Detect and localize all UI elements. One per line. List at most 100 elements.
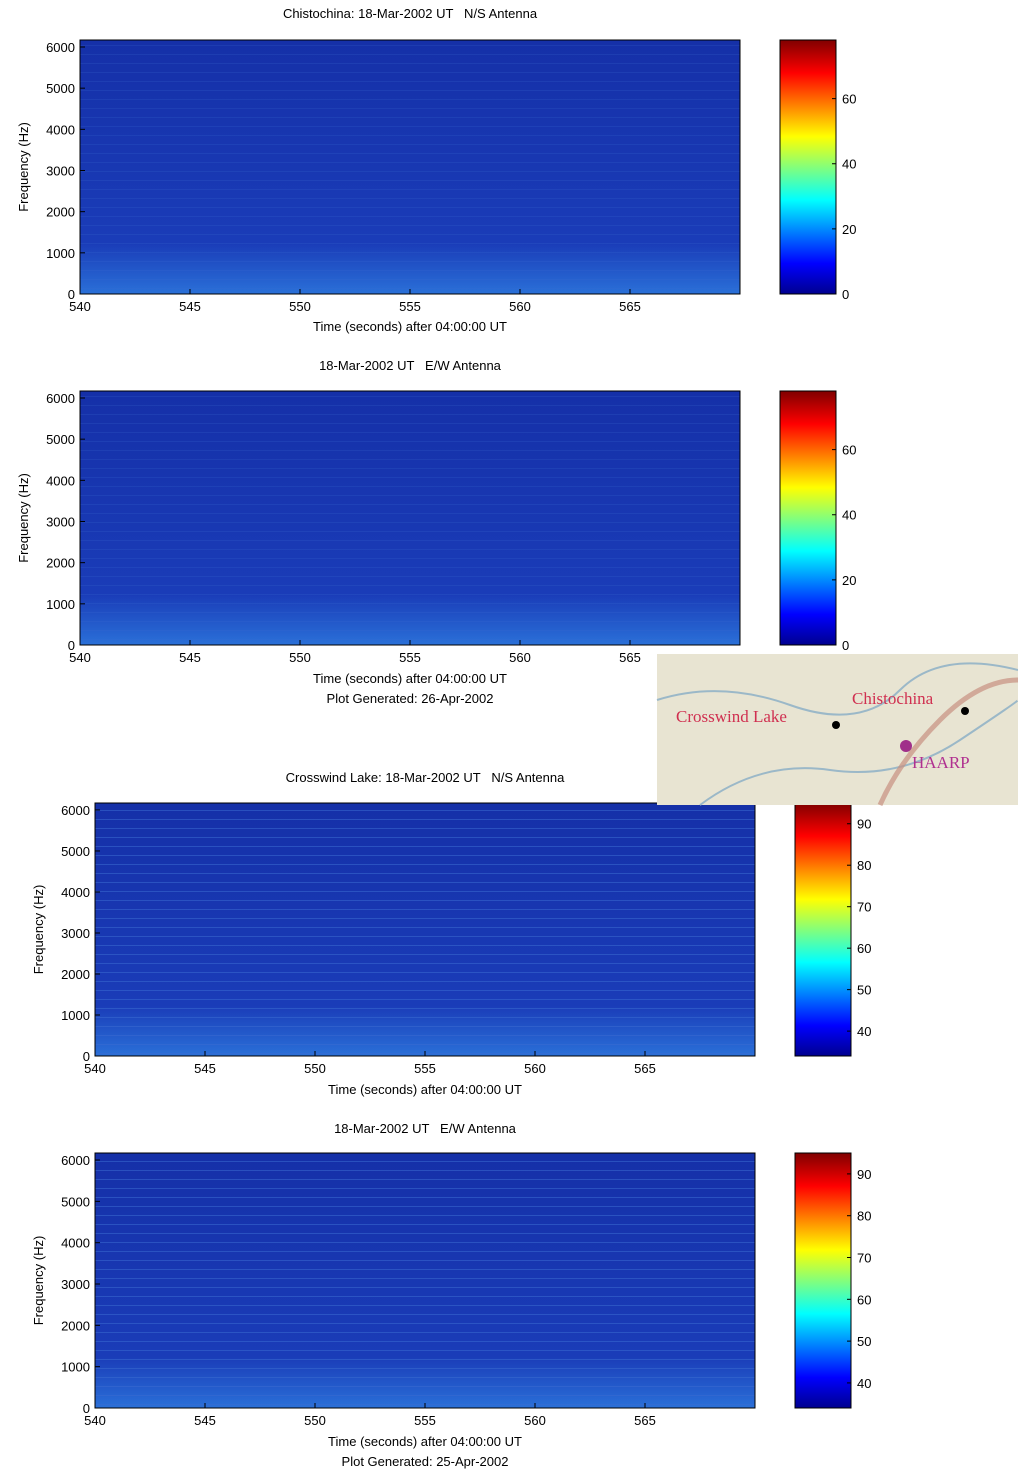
x-tick-label: 560 (509, 650, 531, 665)
x-tick-label: 540 (69, 299, 91, 314)
x-tick-label: 550 (289, 299, 311, 314)
y-axis-label: Frequency (Hz) (16, 473, 31, 563)
y-tick-label: 0 (68, 638, 75, 653)
site-marker (832, 721, 840, 729)
y-tick-label: 6000 (61, 803, 90, 818)
x-tick-label: 540 (69, 650, 91, 665)
x-tick-label: 555 (414, 1413, 436, 1428)
x-tick-label: 565 (634, 1413, 656, 1428)
y-tick-label: 1000 (61, 1008, 90, 1023)
colorbar-tick-label: 70 (857, 1251, 871, 1266)
y-tick-label: 5000 (46, 432, 75, 447)
x-axis-label: Time (seconds) after 04:00:00 UT (313, 319, 507, 334)
y-tick-label: 4000 (46, 473, 75, 488)
river (699, 699, 1018, 806)
x-tick-label: 560 (509, 299, 531, 314)
x-axis-label: Time (seconds) after 04:00:00 UT (313, 671, 507, 686)
y-tick-label: 2000 (61, 1318, 90, 1333)
y-tick-label: 2000 (61, 967, 90, 982)
y-tick-label: 0 (83, 1049, 90, 1064)
x-tick-label: 545 (194, 1413, 216, 1428)
colorbar-tick-label: 40 (842, 508, 856, 523)
colorbar-tick-label: 50 (857, 983, 871, 998)
colorbar-tick-label: 80 (857, 1209, 871, 1224)
place-label: Crosswind Lake (676, 707, 787, 726)
site-marker (961, 707, 969, 715)
colorbar-tick-label: 40 (857, 1024, 871, 1039)
y-tick-label: 3000 (61, 926, 90, 941)
y-tick-label: 6000 (46, 391, 75, 406)
colorbar (794, 1152, 852, 1409)
y-tick-label: 5000 (46, 81, 75, 96)
colorbar-tick-label: 0 (842, 287, 849, 302)
river (656, 662, 1018, 716)
y-tick-label: 4000 (61, 885, 90, 900)
x-tick-label: 550 (304, 1413, 326, 1428)
colorbar-tick-label: 90 (857, 1167, 871, 1182)
x-axis-label: Time (seconds) after 04:00:00 UT (328, 1082, 522, 1097)
place-label: Chistochina (852, 689, 934, 708)
spectrogram-texture (95, 803, 755, 1056)
colorbar (794, 802, 852, 1057)
colorbar-tick-label: 60 (842, 443, 856, 458)
x-tick-label: 550 (289, 650, 311, 665)
y-tick-label: 3000 (61, 1277, 90, 1292)
y-axis-label: Frequency (Hz) (31, 885, 46, 975)
colorbar-tick-label: 50 (857, 1334, 871, 1349)
spectrogram-texture (80, 40, 740, 294)
colorbar-tick-label: 20 (842, 573, 856, 588)
y-tick-label: 2000 (46, 205, 75, 220)
plot-title: 18-Mar-2002 UT E/W Antenna (319, 358, 502, 373)
colorbar-tick-label: 60 (857, 1292, 871, 1307)
x-tick-label: 560 (524, 1061, 546, 1076)
colorbar-tick-label: 20 (842, 222, 856, 237)
x-tick-label: 555 (399, 299, 421, 314)
x-axis-label: Time (seconds) after 04:00:00 UT (328, 1434, 522, 1449)
y-tick-label: 1000 (46, 246, 75, 261)
plot-note: Plot Generated: 25-Apr-2002 (342, 1454, 509, 1469)
y-tick-label: 6000 (61, 1153, 90, 1168)
colorbar-tick-label: 0 (842, 638, 849, 653)
x-tick-label: 545 (179, 299, 201, 314)
y-tick-label: 5000 (61, 1194, 90, 1209)
x-tick-label: 545 (194, 1061, 216, 1076)
road (877, 677, 1018, 807)
y-tick-label: 1000 (46, 597, 75, 612)
colorbar-tick-label: 60 (842, 92, 856, 107)
y-tick-label: 3000 (46, 514, 75, 529)
x-tick-label: 555 (414, 1061, 436, 1076)
colorbar (779, 39, 837, 295)
y-tick-label: 5000 (61, 844, 90, 859)
colorbar-tick-label: 80 (857, 858, 871, 873)
x-tick-label: 560 (524, 1413, 546, 1428)
plot-title: Crosswind Lake: 18-Mar-2002 UT N/S Anten… (286, 770, 565, 785)
y-tick-label: 2000 (46, 556, 75, 571)
colorbar-tick-label: 90 (857, 817, 871, 832)
x-tick-label: 550 (304, 1061, 326, 1076)
plot-note: Plot Generated: 26-Apr-2002 (327, 691, 494, 706)
spectrogram-texture (80, 391, 740, 645)
colorbar-tick-label: 70 (857, 900, 871, 915)
y-tick-label: 1000 (61, 1360, 90, 1375)
x-tick-label: 565 (619, 650, 641, 665)
x-tick-label: 555 (399, 650, 421, 665)
colorbar-tick-label: 60 (857, 941, 871, 956)
y-tick-label: 4000 (61, 1236, 90, 1251)
y-axis-label: Frequency (Hz) (16, 122, 31, 212)
y-tick-label: 4000 (46, 122, 75, 137)
colorbar-tick-label: 40 (857, 1376, 871, 1391)
colorbar-tick-label: 40 (842, 157, 856, 172)
y-tick-label: 0 (68, 287, 75, 302)
y-tick-label: 0 (83, 1401, 90, 1416)
plot-title: 18-Mar-2002 UT E/W Antenna (334, 1121, 517, 1136)
y-tick-label: 6000 (46, 40, 75, 55)
x-tick-label: 540 (84, 1061, 106, 1076)
inset-map: Crosswind Lake Chistochina HAARP (656, 654, 1018, 807)
place-label: HAARP (912, 753, 970, 772)
site-marker (900, 740, 912, 752)
y-tick-label: 3000 (46, 163, 75, 178)
y-axis-label: Frequency (Hz) (31, 1236, 46, 1326)
spectrogram-texture (95, 1153, 755, 1408)
x-tick-label: 565 (634, 1061, 656, 1076)
